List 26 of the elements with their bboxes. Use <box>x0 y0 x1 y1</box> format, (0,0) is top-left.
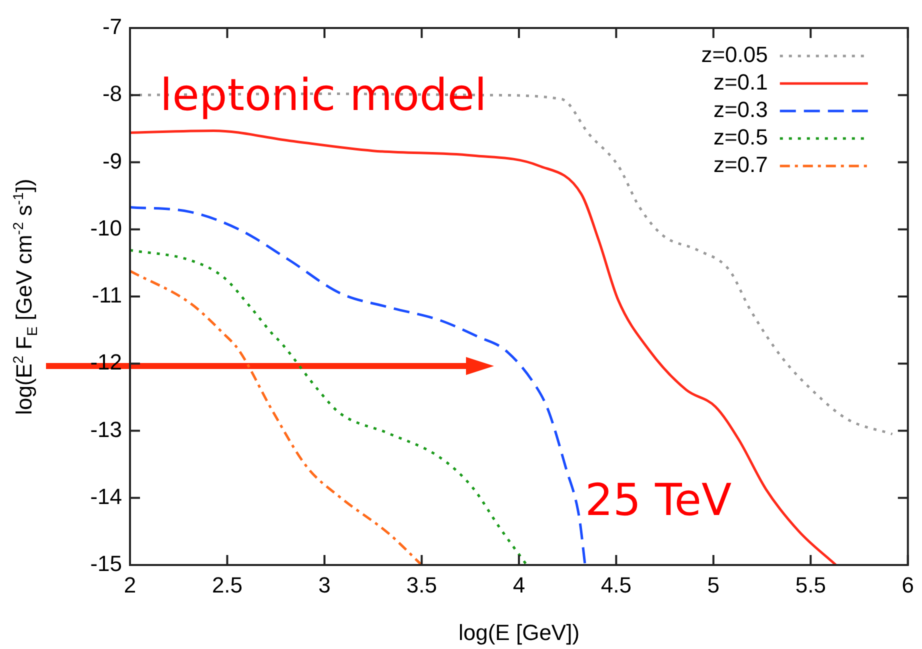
annotation: leptonic model <box>160 70 487 121</box>
legend-label: z=0.05 <box>701 42 768 68</box>
y-tick-label: -9 <box>102 148 122 174</box>
x-tick-label: 5.5 <box>795 572 826 598</box>
x-tick-label: 4 <box>512 572 526 598</box>
y-tick-label: -14 <box>90 484 122 509</box>
x-tick-label: 4.5 <box>600 572 632 598</box>
x-tick-label: 3 <box>318 572 331 598</box>
x-axis-title: log(E [GeV]) <box>458 620 580 646</box>
y-tick-label: -10 <box>90 215 122 240</box>
x-tick-label: 2.5 <box>212 572 243 598</box>
y-tick-label: -13 <box>90 416 122 442</box>
x-tick-label: 2 <box>124 572 136 598</box>
x-tick-label: 6 <box>902 572 914 598</box>
legend-label: z=0.5 <box>713 124 768 150</box>
y-tick-label: -8 <box>102 81 122 106</box>
y-tick-label: -15 <box>90 551 122 576</box>
legend-label: z=0.3 <box>713 97 768 122</box>
y-tick-label: -12 <box>90 350 122 375</box>
y-tick-label: -11 <box>92 282 122 308</box>
x-tick-label: 3.5 <box>406 572 438 598</box>
annotation: 25 TeV <box>585 475 732 526</box>
x-tick-label: 5 <box>707 572 720 598</box>
y-tick-label: -7 <box>102 14 122 40</box>
legend-label: z=0.7 <box>713 152 768 178</box>
legend-label: z=0.1 <box>713 70 768 95</box>
